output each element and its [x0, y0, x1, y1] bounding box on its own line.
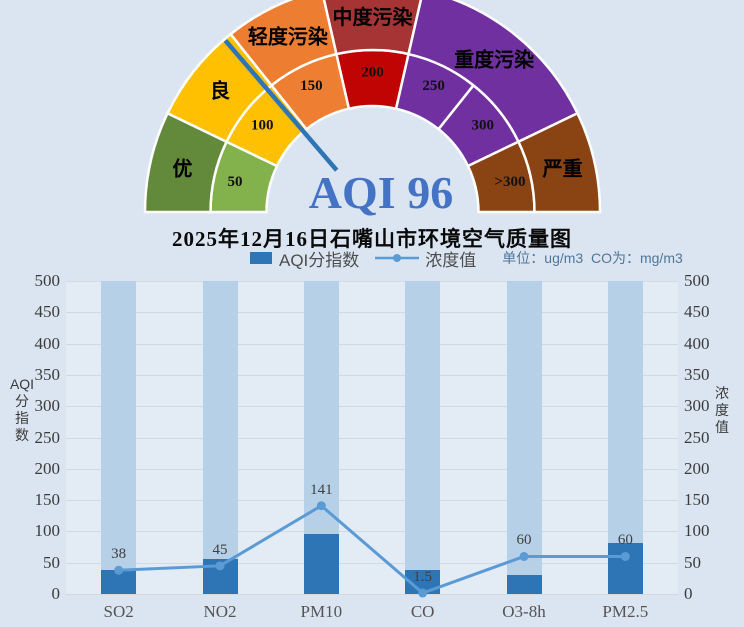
gauge-tick-label: 150 — [300, 78, 323, 94]
gridline — [66, 374, 678, 376]
point-label: 141 — [310, 481, 333, 498]
point-label: 45 — [212, 541, 228, 558]
y-tick-left: 400 — [34, 333, 61, 353]
gridline — [66, 343, 678, 345]
category-label: SO2 — [103, 602, 134, 621]
y-tick-right: 200 — [684, 458, 710, 478]
aqi-subindex-bar — [303, 533, 339, 594]
gauge-segment-label: 优 — [172, 157, 192, 181]
y-tick-right: 100 — [684, 521, 710, 541]
category-label: O3-8h — [502, 602, 546, 621]
gauge-needle — [223, 39, 339, 172]
category-label: PM2.5 — [602, 602, 649, 621]
gauge-segment-label: 中度污染 — [333, 5, 414, 29]
gridline — [66, 437, 678, 439]
gauge-tick-label: 100 — [251, 117, 274, 133]
aqi-subindex-bar — [506, 575, 542, 594]
unit-note: 单位：ug/m3 CO为：mg/m3 — [502, 250, 683, 266]
category-label: PM10 — [300, 602, 343, 621]
aqi-subindex-bar — [101, 570, 137, 594]
point-label: 38 — [111, 546, 127, 563]
y-tick-left: 100 — [34, 521, 61, 541]
y-tick-left: 250 — [34, 427, 61, 447]
gauge-segment — [516, 111, 602, 214]
gauge-segment-label: 重度污染 — [454, 48, 535, 72]
chart-title: 2025年12月16日石嘴山市环境空气质量图 — [172, 227, 572, 251]
y-tick-left: 0 — [51, 584, 61, 603]
y-tick-right: 400 — [684, 333, 710, 353]
legend-bar-label: AQI分指数 — [279, 250, 360, 270]
background-column — [101, 281, 137, 594]
gauge-segment-label: 轻度污染 — [248, 24, 329, 48]
concentration-point — [519, 551, 529, 561]
gridline — [66, 406, 678, 408]
concentration-point — [418, 588, 428, 598]
background-column — [202, 281, 238, 594]
legend-bar-swatch — [250, 252, 272, 264]
concentration-point — [114, 565, 124, 575]
y-tick-right: 150 — [684, 490, 710, 510]
gridline — [66, 562, 678, 564]
y-tick-right: 450 — [684, 302, 710, 322]
gauge-tick-label: 300 — [471, 117, 494, 133]
legend: AQI分指数 浓度值 单位：ug/m3 CO为：mg/m3 — [250, 247, 683, 270]
gauge-tick-label: 200 — [361, 64, 384, 80]
y-tick-right: 350 — [684, 364, 710, 384]
gauge-segment-label: 良 — [210, 78, 230, 102]
concentration-point — [620, 551, 630, 561]
gridline — [66, 500, 678, 502]
gridline — [66, 594, 678, 595]
gauge-segment-label: 严重 — [542, 158, 583, 181]
y-tick-right: 300 — [684, 396, 710, 416]
gauge-tick-label: 250 — [422, 78, 445, 94]
category-label: CO — [410, 602, 435, 621]
y-tick-right: 500 — [684, 271, 710, 290]
right-axis-title: 浓度值 — [715, 385, 729, 435]
y-tick-left: 150 — [34, 490, 61, 510]
aqi-subindex-bar — [607, 543, 643, 594]
point-label: 60 — [617, 532, 633, 549]
gauge-tick-label: 50 — [228, 174, 243, 190]
category-label: NO2 — [203, 602, 237, 621]
left-axis-title: AQI 分指数 — [9, 376, 35, 443]
gauge-segment — [228, 0, 338, 88]
gridline — [66, 312, 678, 314]
gridline — [66, 468, 678, 470]
gridline — [66, 281, 678, 282]
aqi-subindex-bar — [405, 570, 441, 594]
background-column — [506, 281, 542, 594]
point-label: 1.5 — [413, 569, 433, 586]
gauge-tick-label: >300 — [494, 174, 525, 190]
gridline — [66, 531, 678, 533]
y-tick-left: 50 — [43, 552, 60, 572]
y-tick-right: 50 — [684, 552, 701, 572]
concentration-line — [118, 503, 626, 595]
y-tick-left: 450 — [34, 302, 61, 322]
y-tick-left: 300 — [34, 396, 61, 416]
legend-line-label: 浓度值 — [425, 250, 477, 270]
gauge-value: AQI 96 — [309, 167, 453, 218]
point-label: 60 — [516, 532, 532, 549]
y-tick-left: 200 — [34, 458, 61, 478]
background-column — [607, 281, 643, 594]
background-column — [405, 281, 441, 594]
y-tick-left: 500 — [34, 271, 61, 290]
y-tick-left: 350 — [34, 364, 61, 384]
concentration-point — [316, 501, 326, 511]
gauge-segment — [322, 0, 423, 56]
legend-line-swatch — [375, 254, 420, 262]
y-tick-right: 0 — [684, 584, 693, 603]
concentration-point — [215, 561, 225, 571]
y-tick-right: 250 — [684, 427, 710, 447]
